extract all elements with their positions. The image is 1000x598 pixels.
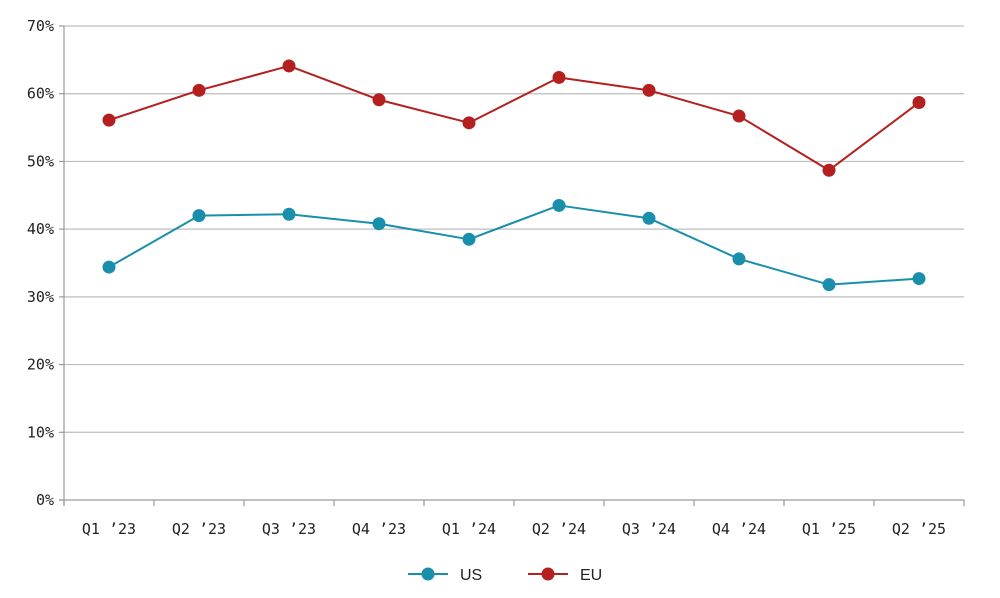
legend-swatch-marker <box>541 567 555 581</box>
x-tick-label: Q3 ’24 <box>622 520 676 538</box>
y-tick-label: 20% <box>27 356 54 374</box>
legend-label: US <box>460 567 482 584</box>
x-tick-label: Q2 ’25 <box>892 520 946 538</box>
data-point-eu <box>462 116 476 130</box>
x-tick-label: Q1 ’23 <box>82 520 136 538</box>
data-point-us <box>822 278 836 292</box>
legend-item-eu: EU <box>528 567 602 584</box>
series-line-eu <box>108 64 920 172</box>
data-point-eu <box>192 83 206 97</box>
data-point-eu <box>912 96 926 110</box>
series-line-us <box>108 204 920 286</box>
series <box>102 59 926 292</box>
x-tick-label: Q1 ’24 <box>442 520 496 538</box>
x-tick-label: Q1 ’25 <box>802 520 856 538</box>
data-point-us <box>282 207 296 221</box>
data-point-eu <box>372 93 386 107</box>
x-tick-label: Q4 ’23 <box>352 520 406 538</box>
legend-label: EU <box>580 567 602 584</box>
data-point-us <box>732 252 746 266</box>
data-point-us <box>552 198 566 212</box>
y-tick-label: 50% <box>27 152 54 170</box>
legend: US EU <box>408 567 602 584</box>
x-axis-ticks: Q1 ’23 Q2 ’23 Q3 ’23 Q4 ’23 Q1 ’24 Q2 ’24 Q3 ’… <box>63 500 965 538</box>
data-point-eu <box>102 113 116 127</box>
x-tick-label: Q4 ’24 <box>712 520 766 538</box>
data-point-eu <box>552 70 566 84</box>
x-tick-label: Q2 ’24 <box>532 520 586 538</box>
data-point-us <box>102 260 116 274</box>
data-point-us <box>372 217 386 231</box>
y-tick-label: 60% <box>27 85 54 103</box>
y-axis-ticks: 0% 10% 20% 30% 40% 50% 60% 70% <box>27 17 64 509</box>
data-point-us <box>192 209 206 223</box>
x-tick-label: Q2 ’23 <box>172 520 226 538</box>
gridlines <box>64 25 964 433</box>
y-tick-label: 10% <box>27 423 54 441</box>
x-tick-label: Q3 ’23 <box>262 520 316 538</box>
data-point-eu <box>642 83 656 97</box>
y-tick-label: 40% <box>27 220 54 238</box>
data-point-eu <box>822 163 836 177</box>
data-point-us <box>642 211 656 225</box>
legend-swatch-marker <box>421 567 435 581</box>
axes <box>59 26 964 506</box>
data-point-eu <box>732 109 746 123</box>
y-tick-label: 0% <box>36 491 54 509</box>
data-point-eu <box>282 59 296 73</box>
data-point-us <box>912 272 926 286</box>
data-point-us <box>462 232 476 246</box>
legend-item-us: US <box>408 567 482 584</box>
y-tick-label: 30% <box>27 288 54 306</box>
y-tick-label: 70% <box>27 17 54 35</box>
